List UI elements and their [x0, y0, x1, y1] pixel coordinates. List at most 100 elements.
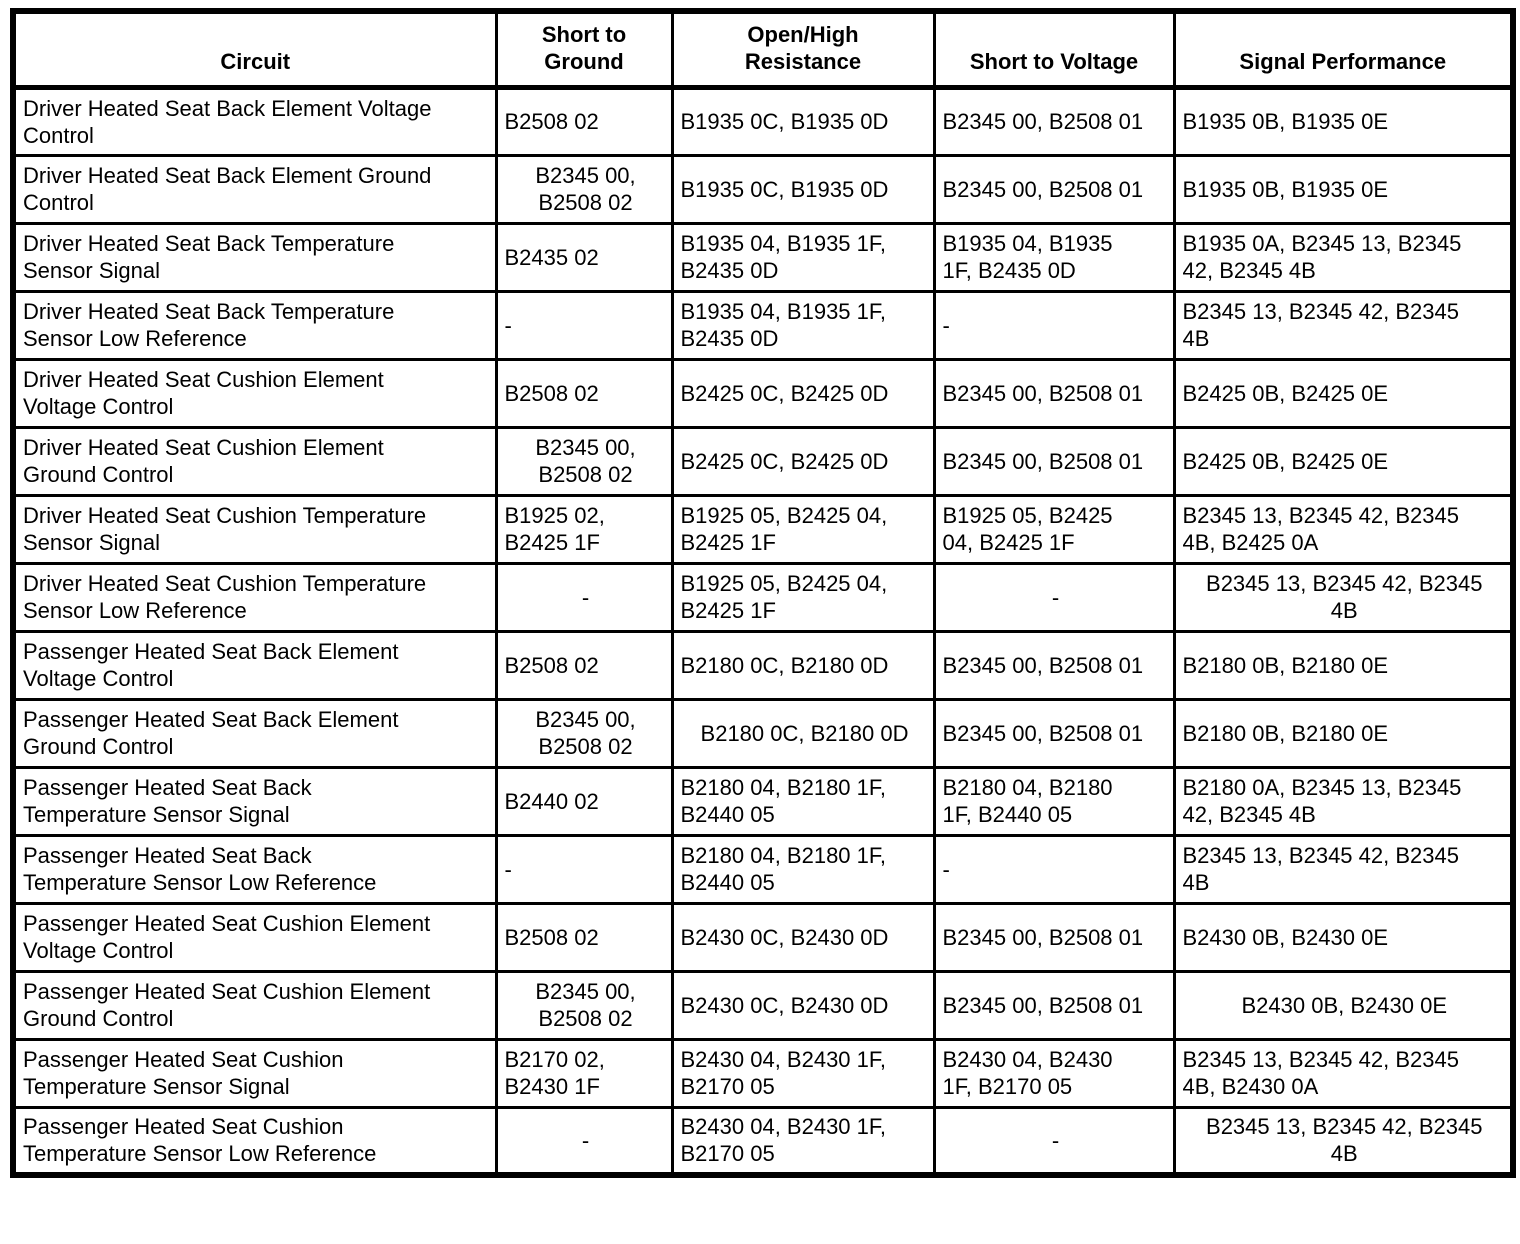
open-high-resistance-cell: B2180 04, B2180 1F, B2440 05: [670, 765, 936, 837]
table-row: Passenger Heated Seat Cushion Temperatur…: [11, 1037, 1515, 1109]
signal-performance-cell: B2425 0B, B2425 0E: [1172, 425, 1515, 497]
column-header-short-to-voltage: Short to Voltage: [932, 9, 1176, 90]
circuit-cell: Passenger Heated Seat Cushion Element Gr…: [11, 969, 498, 1041]
open-high-resistance-cell: B2425 0C, B2425 0D: [670, 357, 936, 429]
open-high-resistance-cell: B1925 05, B2425 04, B2425 1F: [670, 493, 936, 565]
signal-performance-cell: B2180 0B, B2180 0E: [1172, 697, 1515, 769]
table-row: Driver Heated Seat Back Temperature Sens…: [11, 289, 1515, 361]
signal-performance-cell: B2345 13, B2345 42, B2345 4B, B2425 0A: [1172, 493, 1515, 565]
circuit-cell: Driver Heated Seat Back Temperature Sens…: [11, 289, 498, 361]
short-to-ground-cell: B1925 02, B2425 1F: [494, 493, 674, 565]
signal-performance-cell: B1935 0B, B1935 0E: [1172, 153, 1515, 225]
short-to-voltage-cell: B2180 04, B2180 1F, B2440 05: [932, 765, 1176, 837]
circuit-cell: Passenger Heated Seat Cushion Temperatur…: [11, 1037, 498, 1109]
short-to-voltage-cell: -: [932, 561, 1176, 633]
table-row: Passenger Heated Seat Back Temperature S…: [11, 833, 1515, 905]
short-to-voltage-cell: B2345 00, B2508 01: [932, 425, 1176, 497]
open-high-resistance-cell: B2430 0C, B2430 0D: [670, 901, 936, 973]
short-to-voltage-cell: B1935 04, B1935 1F, B2435 0D: [932, 221, 1176, 293]
column-header-circuit: Circuit: [11, 9, 498, 90]
signal-performance-cell: B2345 13, B2345 42, B2345 4B: [1172, 561, 1515, 633]
table-row: Driver Heated Seat Back Element Ground C…: [11, 153, 1515, 225]
open-high-resistance-cell: B1925 05, B2425 04, B2425 1F: [670, 561, 936, 633]
short-to-ground-cell: B2345 00, B2508 02: [494, 969, 674, 1041]
short-to-voltage-cell: B2345 00, B2508 01: [932, 153, 1176, 225]
signal-performance-cell: B2180 0A, B2345 13, B2345 42, B2345 4B: [1172, 765, 1515, 837]
short-to-voltage-cell: B2345 00, B2508 01: [932, 901, 1176, 973]
circuit-cell: Driver Heated Seat Cushion Temperature S…: [11, 561, 498, 633]
circuit-cell: Passenger Heated Seat Back Element Groun…: [11, 697, 498, 769]
signal-performance-cell: B2425 0B, B2425 0E: [1172, 357, 1515, 429]
open-high-resistance-cell: B1935 0C, B1935 0D: [670, 153, 936, 225]
table-row: Passenger Heated Seat Back Temperature S…: [11, 765, 1515, 837]
column-header-open-high-resistance: Open/High Resistance: [670, 9, 936, 90]
short-to-voltage-cell: -: [932, 1105, 1176, 1177]
short-to-voltage-cell: -: [932, 289, 1176, 361]
table-row: Passenger Heated Seat Cushion Element Vo…: [11, 901, 1515, 973]
short-to-voltage-cell: -: [932, 833, 1176, 905]
short-to-voltage-cell: B2345 00, B2508 01: [932, 697, 1176, 769]
column-header-short-to-ground: Short to Ground: [494, 9, 674, 90]
short-to-ground-cell: B2440 02: [494, 765, 674, 837]
short-to-ground-cell: -: [494, 289, 674, 361]
table-row: Passenger Heated Seat Cushion Element Gr…: [11, 969, 1515, 1041]
table-row: Passenger Heated Seat Cushion Temperatur…: [11, 1105, 1515, 1177]
open-high-resistance-cell: B2180 0C, B2180 0D: [670, 629, 936, 701]
table-row: Driver Heated Seat Cushion Element Volta…: [11, 357, 1515, 429]
short-to-voltage-cell: B2430 04, B2430 1F, B2170 05: [932, 1037, 1176, 1109]
signal-performance-cell: B2345 13, B2345 42, B2345 4B: [1172, 289, 1515, 361]
short-to-ground-cell: -: [494, 833, 674, 905]
short-to-ground-cell: B2345 00, B2508 02: [494, 425, 674, 497]
table-row: Driver Heated Seat Cushion Element Groun…: [11, 425, 1515, 497]
signal-performance-cell: B2180 0B, B2180 0E: [1172, 629, 1515, 701]
circuit-cell: Driver Heated Seat Cushion Temperature S…: [11, 493, 498, 565]
signal-performance-cell: B2430 0B, B2430 0E: [1172, 969, 1515, 1041]
open-high-resistance-cell: B1935 0C, B1935 0D: [670, 85, 936, 157]
short-to-ground-cell: B2508 02: [494, 357, 674, 429]
short-to-ground-cell: -: [494, 561, 674, 633]
circuit-cell: Driver Heated Seat Back Element Ground C…: [11, 153, 498, 225]
open-high-resistance-cell: B2430 04, B2430 1F, B2170 05: [670, 1105, 936, 1177]
signal-performance-cell: B1935 0A, B2345 13, B2345 42, B2345 4B: [1172, 221, 1515, 293]
table-row: Driver Heated Seat Cushion Temperature S…: [11, 493, 1515, 565]
circuit-cell: Driver Heated Seat Cushion Element Volta…: [11, 357, 498, 429]
open-high-resistance-cell: B2180 04, B2180 1F, B2440 05: [670, 833, 936, 905]
signal-performance-cell: B2345 13, B2345 42, B2345 4B: [1172, 1105, 1515, 1177]
circuit-cell: Passenger Heated Seat Cushion Temperatur…: [11, 1105, 498, 1177]
circuit-cell: Passenger Heated Seat Back Element Volta…: [11, 629, 498, 701]
short-to-ground-cell: B2508 02: [494, 629, 674, 701]
short-to-voltage-cell: B2345 00, B2508 01: [932, 969, 1176, 1041]
table-row: Driver Heated Seat Cushion Temperature S…: [11, 561, 1515, 633]
short-to-ground-cell: B2508 02: [494, 85, 674, 157]
short-to-voltage-cell: B2345 00, B2508 01: [932, 357, 1176, 429]
short-to-voltage-cell: B1925 05, B2425 04, B2425 1F: [932, 493, 1176, 565]
circuit-cell: Driver Heated Seat Back Element Voltage …: [11, 85, 498, 157]
signal-performance-cell: B2430 0B, B2430 0E: [1172, 901, 1515, 973]
open-high-resistance-cell: B2430 0C, B2430 0D: [670, 969, 936, 1041]
short-to-ground-cell: B2170 02, B2430 1F: [494, 1037, 674, 1109]
open-high-resistance-cell: B2430 04, B2430 1F, B2170 05: [670, 1037, 936, 1109]
circuit-cell: Passenger Heated Seat Back Temperature S…: [11, 765, 498, 837]
signal-performance-cell: B2345 13, B2345 42, B2345 4B, B2430 0A: [1172, 1037, 1515, 1109]
short-to-voltage-cell: B2345 00, B2508 01: [932, 85, 1176, 157]
table-row: Driver Heated Seat Back Temperature Sens…: [11, 221, 1515, 293]
header-row: Circuit Short to Ground Open/High Resist…: [11, 9, 1515, 90]
dtc-symptom-table: Circuit Short to Ground Open/High Resist…: [10, 8, 1516, 1178]
signal-performance-cell: B2345 13, B2345 42, B2345 4B: [1172, 833, 1515, 905]
circuit-cell: Driver Heated Seat Cushion Element Groun…: [11, 425, 498, 497]
open-high-resistance-cell: B1935 04, B1935 1F, B2435 0D: [670, 221, 936, 293]
circuit-cell: Passenger Heated Seat Back Temperature S…: [11, 833, 498, 905]
short-to-ground-cell: -: [494, 1105, 674, 1177]
table-row: Passenger Heated Seat Back Element Groun…: [11, 697, 1515, 769]
short-to-voltage-cell: B2345 00, B2508 01: [932, 629, 1176, 701]
open-high-resistance-cell: B2180 0C, B2180 0D: [670, 697, 936, 769]
column-header-signal-performance: Signal Performance: [1172, 9, 1515, 90]
open-high-resistance-cell: B1935 04, B1935 1F, B2435 0D: [670, 289, 936, 361]
short-to-ground-cell: B2435 02: [494, 221, 674, 293]
circuit-cell: Passenger Heated Seat Cushion Element Vo…: [11, 901, 498, 973]
short-to-ground-cell: B2508 02: [494, 901, 674, 973]
table-row: Driver Heated Seat Back Element Voltage …: [11, 85, 1515, 157]
table-row: Passenger Heated Seat Back Element Volta…: [11, 629, 1515, 701]
short-to-ground-cell: B2345 00, B2508 02: [494, 697, 674, 769]
